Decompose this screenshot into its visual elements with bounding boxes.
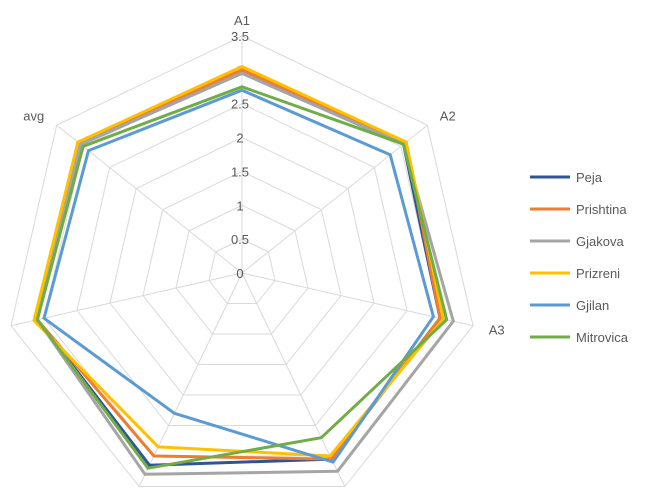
legend-item-gjilan: Gjilan <box>530 298 609 313</box>
series-line-mitrovica <box>35 85 449 470</box>
legend-item-peja: Peja <box>530 170 603 185</box>
axis-label-a4: A4 <box>352 494 368 495</box>
spoke-1 <box>241 124 428 274</box>
grid-ring-5 <box>76 103 408 427</box>
series-lines <box>32 65 455 476</box>
spoke-5 <box>10 272 243 327</box>
series-line-gjilan <box>42 88 435 464</box>
legend: Peja Prishtina Gjakova Prizreni Gjilan Mitrov… <box>530 170 629 345</box>
legend-label: Mitrovica <box>576 330 629 345</box>
grid-ring-7 <box>10 35 474 488</box>
legend-label: Peja <box>576 170 603 185</box>
axis-label-a5: A5 <box>116 494 132 495</box>
legend-label: Gjakova <box>576 234 624 249</box>
tick-label-0: 0 <box>236 266 243 281</box>
axis-label-avg: avg <box>23 108 44 123</box>
axis-label-a3: A3 <box>489 322 505 337</box>
legend-label: Gjilan <box>576 298 609 313</box>
tick-label-2: 1 <box>236 198 243 213</box>
legend-item-prishtina: Prishtina <box>530 202 627 217</box>
axis-labels: A1A2A3A4A5A6avg <box>23 13 505 495</box>
tick-label-4: 2 <box>236 131 243 146</box>
spoke-4 <box>138 272 243 487</box>
grid-ring-1 <box>208 238 276 305</box>
legend-item-mitrovica: Mitrovica <box>530 330 629 345</box>
grid-ring-4 <box>109 137 375 396</box>
axis-label-a1: A1 <box>234 13 250 28</box>
tick-label-3: 1.5 <box>231 164 249 179</box>
spoke-3 <box>241 272 346 487</box>
tick-label-7: 3.5 <box>231 29 249 44</box>
axis-label-a2: A2 <box>440 108 456 123</box>
legend-item-prizreni: Prizreni <box>530 266 620 281</box>
legend-label: Prishtina <box>576 202 627 217</box>
legend-item-gjakova: Gjakova <box>530 234 624 249</box>
grid-ring-2 <box>175 204 309 335</box>
tick-label-5: 2.5 <box>231 97 249 112</box>
legend-label: Prizreni <box>576 266 620 281</box>
grid-ring-3 <box>142 170 342 366</box>
tick-label-1: 0.5 <box>231 232 249 247</box>
